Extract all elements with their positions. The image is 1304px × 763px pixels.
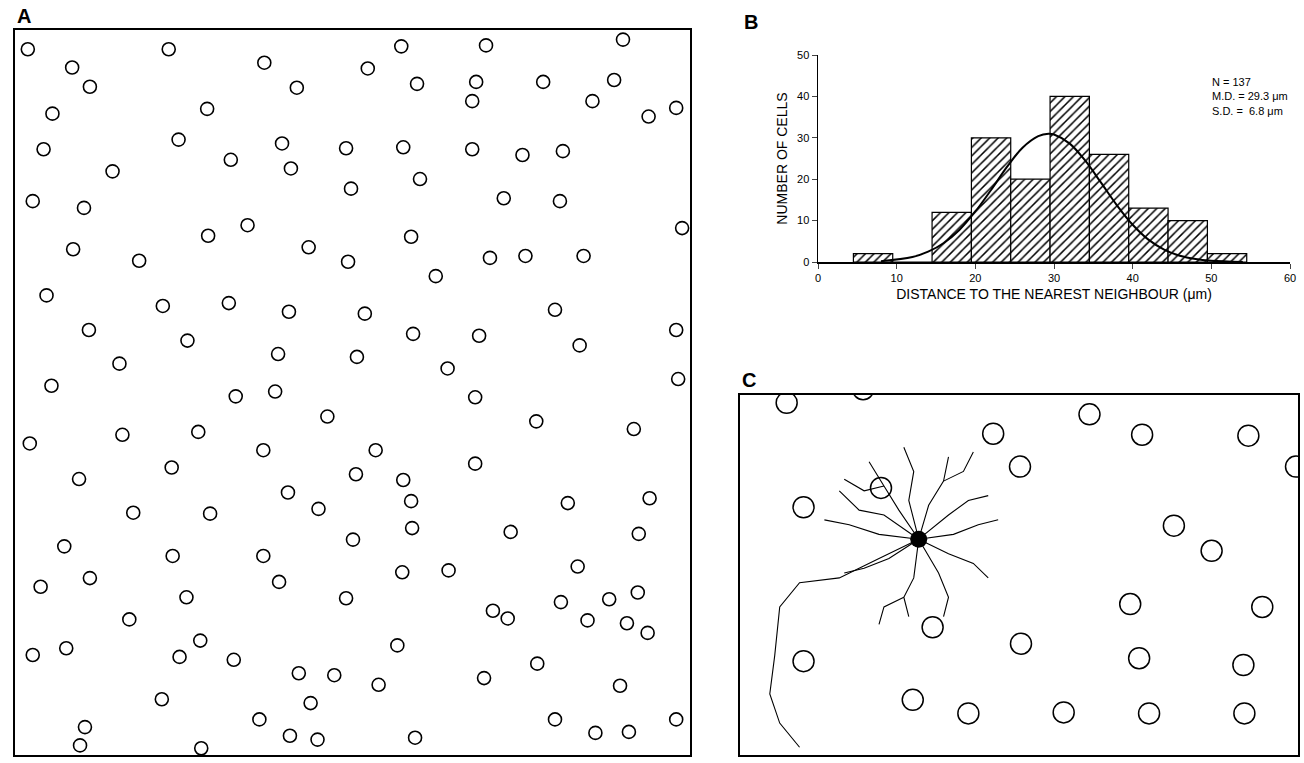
svg-text:50: 50 xyxy=(1205,272,1217,284)
svg-text:10: 10 xyxy=(797,214,809,226)
svg-text:N = 137M.D. = 29.3 μmS.D. = 6: N = 137M.D. = 29.3 μmS.D. = 6.8 μm xyxy=(1212,76,1288,117)
svg-text:DISTANCE TO THE NEAREST NEIGHB: DISTANCE TO THE NEAREST NEIGHBOUR (μm) xyxy=(896,286,1212,302)
svg-text:B: B xyxy=(744,11,758,33)
svg-text:C: C xyxy=(742,369,756,391)
svg-text:50: 50 xyxy=(797,49,809,61)
svg-text:40: 40 xyxy=(797,90,809,102)
svg-text:30: 30 xyxy=(1048,272,1060,284)
svg-text:NUMBER OF CELLS: NUMBER OF CELLS xyxy=(774,92,790,224)
svg-text:0: 0 xyxy=(815,272,821,284)
svg-text:10: 10 xyxy=(891,272,903,284)
svg-text:0: 0 xyxy=(803,256,809,268)
svg-text:20: 20 xyxy=(969,272,981,284)
svg-text:60: 60 xyxy=(1284,272,1296,284)
svg-text:40: 40 xyxy=(1127,272,1139,284)
svg-text:20: 20 xyxy=(797,173,809,185)
svg-text:A: A xyxy=(17,5,31,27)
svg-text:30: 30 xyxy=(797,132,809,144)
